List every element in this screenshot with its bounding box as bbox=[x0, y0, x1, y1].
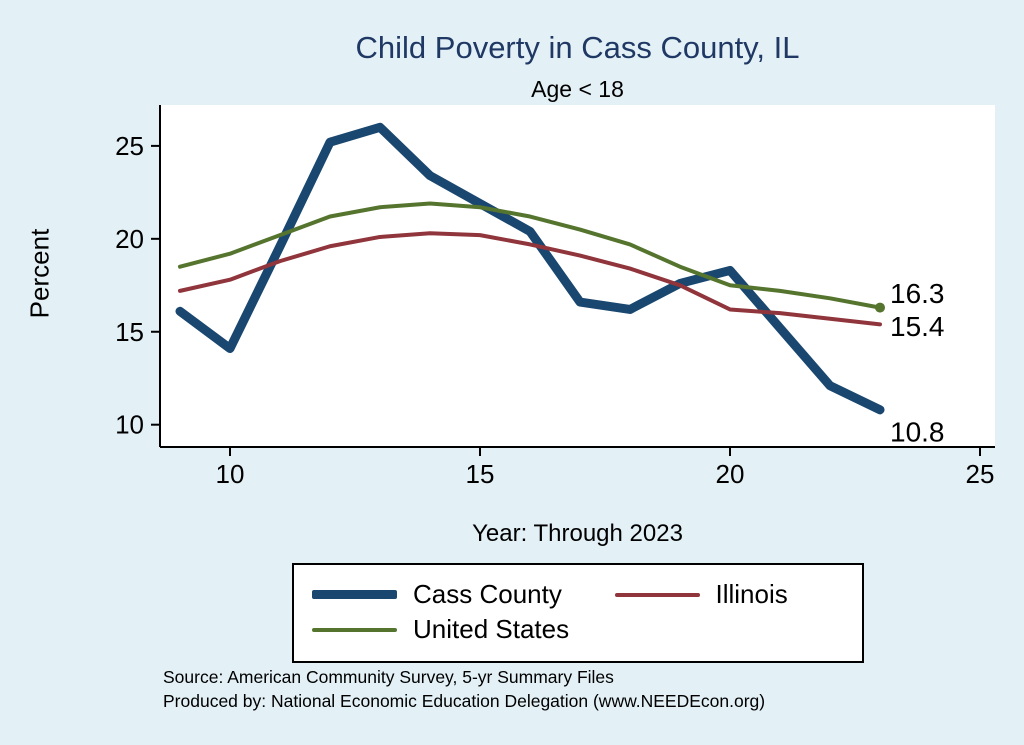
series-end-value-label: 10.8 bbox=[890, 416, 945, 447]
chart-subtitle: Age < 18 bbox=[531, 76, 624, 102]
y-tick-label: 10 bbox=[115, 410, 144, 440]
plot-area: 10 15 20 25 10 15 20 25 10.8 15.416.3 bbox=[115, 105, 995, 489]
series-line-cass-county bbox=[175, 122, 885, 415]
illinois-line-swatch bbox=[614, 592, 700, 597]
series-line-illinois bbox=[178, 231, 882, 327]
legend-item-united-states: United States bbox=[312, 614, 615, 645]
x-axis-caption: Year: Through 2023 bbox=[472, 520, 683, 547]
legend-item-cass-county: Cass County bbox=[312, 579, 615, 610]
x-tick-label: 25 bbox=[966, 459, 995, 489]
chart-title: Child Poverty in Cass County, IL bbox=[355, 30, 800, 65]
series-line-united-states bbox=[178, 201, 882, 310]
legend: Cass County Illinois United States bbox=[292, 563, 864, 663]
y-tick-label: 20 bbox=[115, 224, 144, 254]
x-tick-label: 10 bbox=[216, 459, 245, 489]
series-end-value-label: 16.3 bbox=[890, 278, 945, 309]
legend-label-united-states: United States bbox=[413, 614, 570, 644]
series-end-value-label: 15.4 bbox=[890, 311, 945, 342]
legend-label-illinois: Illinois bbox=[715, 579, 788, 609]
united-states-line-swatch bbox=[312, 627, 397, 632]
series-end-marker bbox=[875, 302, 885, 313]
legend-label-cass-county: Cass County bbox=[413, 579, 562, 609]
cass-county-line-swatch bbox=[312, 590, 397, 599]
legend-row: Cass County Illinois bbox=[312, 579, 862, 610]
produced-by-line: Produced by: National Economic Education… bbox=[163, 690, 766, 711]
x-tick-label: 20 bbox=[716, 459, 745, 489]
source-line: Source: American Community Survey, 5-yr … bbox=[163, 667, 614, 687]
x-tick-label: 15 bbox=[466, 459, 495, 489]
legend-row: United States bbox=[312, 614, 862, 645]
y-tick-label: 15 bbox=[115, 317, 144, 347]
source-note: Source: American Community Survey, 5-yr … bbox=[163, 666, 963, 713]
legend-item-illinois: Illinois bbox=[614, 579, 863, 610]
y-tick-label: 25 bbox=[115, 131, 144, 161]
